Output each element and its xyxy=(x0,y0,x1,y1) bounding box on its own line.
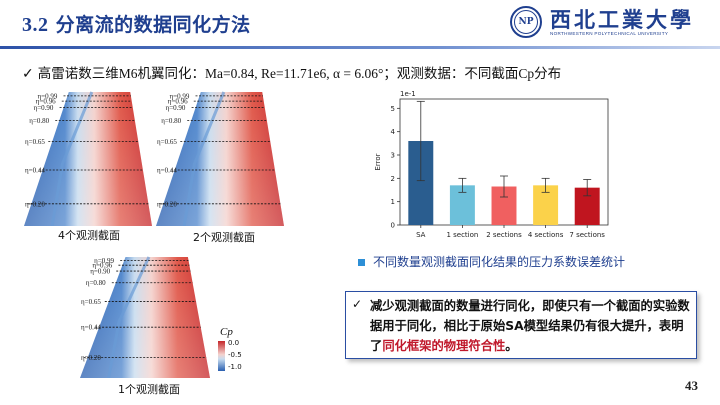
conclusion-text: 减少观测截面的数量进行同化，即使只有一个截面的实验数据用于同化，相比于原始SA模… xyxy=(370,296,692,356)
check-icon: ✓ xyxy=(22,67,34,82)
wing-panel-2-sections: η=0.99 η=0.96 η=0.90 η=0.80 η=0.65 η=0.44 η=0.… xyxy=(156,88,284,226)
eta-label: η=0.65 xyxy=(81,298,101,306)
eta-label: η=0.44 xyxy=(157,167,177,175)
wing-shading xyxy=(156,92,284,226)
square-bullet-icon xyxy=(358,259,365,266)
x-tick-label: SA xyxy=(416,231,426,239)
eta-label: η=0.20 xyxy=(157,200,177,208)
wing-shading xyxy=(24,92,152,226)
x-tick-label: 7 sections xyxy=(569,231,605,239)
panel-caption: 2个观测截面 xyxy=(193,231,255,244)
conclusion-normal: 减少观测截面的数量进行同化，即使只有一个截面的实验数据用于同化，相比于原始SA模… xyxy=(370,299,690,353)
x-tick-label: 2 sections xyxy=(486,231,522,239)
wing-contour-image: η=0.99η=0.96η=0.90 η=0.80 η=0.65 η=0.44 η=0.… xyxy=(24,88,152,226)
conclusion-box: ✓ 减少观测截面的数量进行同化，即使只有一个截面的实验数据用于同化，相比于原始S… xyxy=(345,291,697,359)
eta-label: η=0.96 xyxy=(168,98,188,106)
eta-label: η=0.80 xyxy=(161,117,181,125)
eta-label: η=0.90 xyxy=(166,104,186,112)
eta-label: η=0.96 xyxy=(36,98,56,106)
title-text: 分离流的数据同化方法 xyxy=(48,14,251,36)
x-tick-label: 1 section xyxy=(446,231,478,239)
colorbar-label: Cp xyxy=(220,326,233,338)
wing-panel-4-sections: η=0.99 η=0.96 η=0.90 η=0.80 η=0.65 η=0.44 η=0.… xyxy=(24,88,152,226)
colorbar-tick: 0.0 xyxy=(228,339,239,347)
wing-contour-image: η=0.99η=0.96η=0.90 η=0.80 η=0.65 η=0.44 η=0.… xyxy=(156,88,284,226)
colorbar-tick: -0.5 xyxy=(228,351,242,359)
eta-label: η=0.44 xyxy=(81,324,101,332)
panel-caption: 1个观测截面 xyxy=(118,383,180,396)
eta-label: η=0.90 xyxy=(34,104,54,112)
y-tick-label: 5 xyxy=(391,105,395,113)
eta-label: η=0.20 xyxy=(81,354,101,362)
panel-caption: 4个观测截面 xyxy=(58,229,120,242)
eta-label: η=0.99 xyxy=(37,92,57,100)
seal-icon: NP xyxy=(510,6,542,38)
y-tick-label: 3 xyxy=(391,152,395,160)
conclusion-highlight: 同化框架的物理符合性 xyxy=(382,339,506,353)
page-number: 43 xyxy=(685,378,698,393)
eta-label: η=0.80 xyxy=(29,117,49,125)
shock-line xyxy=(182,91,226,226)
check-icon: ✓ xyxy=(352,297,363,311)
stat-label: 不同数量观测截面同化结果的压力系数误差统计 xyxy=(358,253,625,270)
eta-label: η=0.90 xyxy=(90,268,110,276)
bar-chart-svg: 0 1 2 3 4 5 1e-1 Error SA 1 section 2 sections 4 se… xyxy=(374,90,609,239)
conclusion-end: 。 xyxy=(505,339,518,353)
eta-label: η=0.99 xyxy=(169,92,189,100)
stat-text: 不同数量观测截面同化结果的压力系数误差统计 xyxy=(373,255,626,269)
colorbar xyxy=(218,341,225,371)
y-tick-label: 2 xyxy=(391,175,395,183)
university-logo: NP 西北工業大學 NORTHWESTERN POLYTECHNICAL UNI… xyxy=(510,4,710,44)
error-bar-chart: 0 1 2 3 4 5 1e-1 Error SA 1 section 2 sections 4 se… xyxy=(370,87,616,247)
wing-panel-1-section: η=0.99 η=0.96 η=0.90 η=0.80 η=0.65 η=0.44 η=0.… xyxy=(80,253,256,378)
wing-shading xyxy=(80,257,210,378)
logo-name: 西北工業大學 xyxy=(550,7,694,32)
section-number: 3.2 xyxy=(22,14,49,36)
y-tick-label: 1 xyxy=(391,198,395,206)
y-axis-label: Error xyxy=(374,153,382,170)
slide-title: 3.2 分离流的数据同化方法 xyxy=(22,10,251,37)
intro-bullet: ✓ 高雷诺数三维M6机翼同化：Ma=0.84, Re=11.71e6, α = 6… xyxy=(22,62,561,83)
slide-header: 3.2 分离流的数据同化方法 NP 西北工業大學 NORTHWESTERN PO… xyxy=(0,0,720,54)
colorbar-tick: -1.0 xyxy=(228,363,242,371)
x-tick-label: 4 sections xyxy=(528,231,564,239)
eta-label: η=0.96 xyxy=(92,262,112,270)
shock-line xyxy=(50,91,94,226)
logo-english: NORTHWESTERN POLYTECHNICAL UNIVERSITY xyxy=(550,31,669,36)
scale-note: 1e-1 xyxy=(400,90,416,98)
shock-line xyxy=(107,256,151,378)
header-divider xyxy=(0,46,720,49)
eta-label: η=0.65 xyxy=(157,138,177,146)
eta-label: η=0.20 xyxy=(25,200,45,208)
eta-label: η=0.65 xyxy=(25,138,45,146)
eta-label: η=0.44 xyxy=(25,167,45,175)
eta-label: η=0.99 xyxy=(94,257,114,265)
intro-text: 高雷诺数三维M6机翼同化：Ma=0.84, Re=11.71e6, α = 6.… xyxy=(37,66,562,81)
y-tick-label: 0 xyxy=(391,222,395,230)
eta-label: η=0.80 xyxy=(86,279,106,287)
wing-contour-image: η=0.99η=0.96η=0.90 η=0.80 η=0.65 η=0.44 η=0.… xyxy=(80,253,256,378)
y-tick-label: 4 xyxy=(391,128,396,136)
